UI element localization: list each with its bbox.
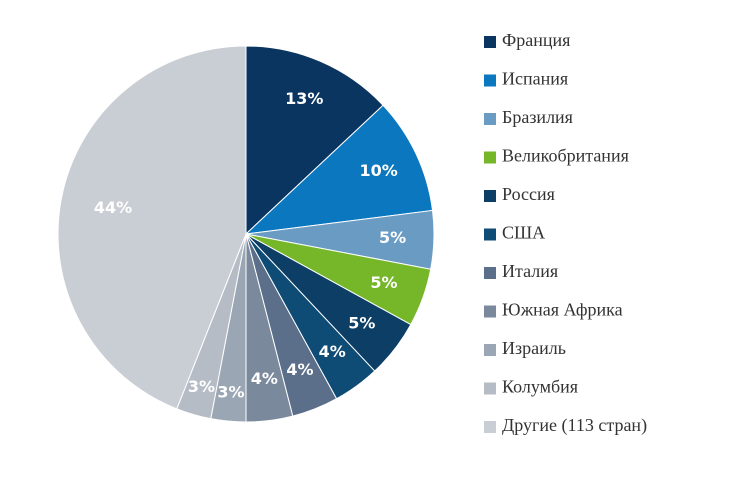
data-label: 44% [94,198,132,217]
legend-swatch [484,36,496,48]
legend-label: Италия [502,261,558,281]
legend-swatch [484,113,496,125]
legend-label: Великобритания [502,146,629,166]
pie-slice [244,104,434,235]
legend-label: Другие (113 стран) [502,415,647,436]
legend-swatch [484,74,496,87]
data-label: 10% [360,161,398,180]
data-label: 5% [370,273,397,292]
legend-label: Колумбия [502,377,578,397]
data-label: 5% [379,228,406,247]
data-label: 4% [251,369,278,388]
legend-swatch [484,305,496,318]
data-label: 3% [217,383,244,402]
data-label: 5% [348,313,375,332]
pie-slice [57,45,247,410]
legend-swatch [484,344,496,356]
legend-swatch [484,267,496,279]
legend-swatch [484,190,496,202]
data-label: 13% [285,89,323,108]
legend-swatch [484,382,496,395]
data-label: 3% [188,377,215,396]
legend-swatch [484,228,496,241]
legend-label: Испания [502,69,568,89]
legend-label: Южная Африка [502,300,623,320]
legend-label: Франция [502,30,570,50]
legend-label: Израиль [502,338,566,358]
legend-swatch [484,151,496,164]
legend-swatch [484,421,496,433]
data-label: 4% [286,360,313,379]
data-label: 4% [319,342,346,361]
legend-label: США [502,223,545,243]
legend-label: Бразилия [502,107,573,127]
pie-slice [245,45,384,236]
legend-label: Россия [502,184,555,204]
